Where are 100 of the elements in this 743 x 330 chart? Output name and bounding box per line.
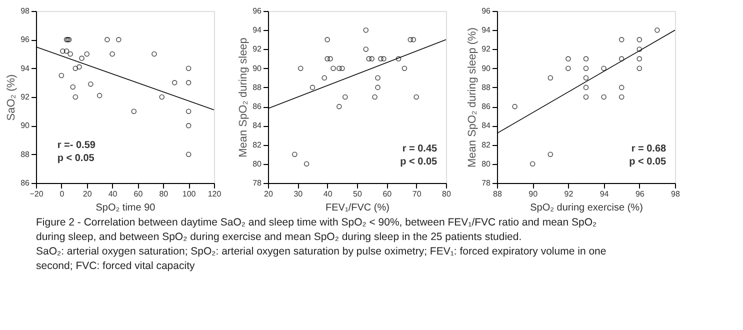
point — [70, 84, 76, 90]
y-tick-label: 88 — [482, 82, 492, 92]
point — [88, 81, 94, 87]
point — [618, 94, 624, 100]
y-tick-label: 86 — [20, 178, 30, 188]
point — [512, 104, 518, 110]
x-tick-label: 50 — [353, 190, 362, 198]
point — [96, 92, 102, 98]
x-axis-title: SpO₂ during exercise (%) — [530, 202, 643, 214]
point — [131, 108, 137, 114]
point — [186, 152, 192, 157]
x-tick-label: 90 — [528, 190, 538, 198]
y-tick-label: 90 — [482, 64, 492, 73]
point — [636, 46, 642, 52]
annotation: r = 0.45 — [402, 144, 438, 155]
point — [84, 51, 90, 57]
point — [636, 37, 642, 42]
y-tick-label: 84 — [482, 121, 492, 130]
point — [328, 56, 333, 62]
point — [618, 56, 624, 62]
point — [396, 56, 402, 62]
point — [342, 94, 348, 100]
point — [408, 37, 414, 42]
point — [654, 27, 660, 33]
y-tick-label: 88 — [20, 150, 30, 159]
point — [340, 66, 345, 71]
point — [72, 66, 78, 71]
point — [618, 37, 624, 42]
point — [410, 37, 416, 42]
point — [186, 123, 192, 128]
annotation: r =- 0.59 — [57, 140, 96, 152]
text: during sleep, and between SpO₂ during exercise and mean SpO₂ during sleep in the 25 patients studied. — [36, 230, 522, 243]
y-tick-label: 86 — [482, 102, 492, 112]
y-axis-title: SaO₂ (%) — [6, 74, 18, 121]
x-axis-title: FEV₁/FVC (%) — [326, 202, 390, 214]
point — [324, 56, 330, 62]
y-tick-label: 98 — [20, 6, 30, 16]
point — [76, 64, 82, 70]
x-tick-label: 60 — [134, 190, 144, 198]
point — [372, 94, 378, 100]
point — [402, 66, 408, 71]
point — [363, 27, 369, 33]
point — [414, 94, 419, 100]
point — [336, 104, 342, 110]
y-tick-label: 92 — [252, 44, 262, 54]
point — [566, 56, 571, 62]
x-tick-label: 20 — [264, 190, 274, 198]
annotation: p < 0.05 — [629, 156, 667, 168]
point — [304, 161, 310, 167]
point — [60, 48, 66, 54]
point — [636, 66, 642, 71]
point — [104, 37, 110, 42]
x-tick-label: 88 — [493, 190, 502, 198]
y-tick-label: 78 — [482, 178, 492, 188]
text: second; FVC: forced vital capacity — [36, 260, 196, 272]
point — [375, 75, 380, 81]
y-tick-label: 96 — [20, 35, 30, 44]
point — [72, 94, 78, 100]
point — [366, 56, 372, 62]
y-tick-label: 84 — [252, 121, 262, 130]
x-axis-title: SpO₂ time 90 — [96, 202, 156, 214]
point — [79, 56, 84, 61]
y-tick-label: 82 — [482, 140, 492, 150]
point — [601, 94, 606, 100]
caption: Figure 2 - Correlation between daytime SaO₂ and sleep time with SpO₂ < 90%, between FEV₁/FVC ratio and mean SpO₂ — [36, 216, 597, 228]
x-tick-label: 20 — [82, 190, 92, 198]
y-tick-label: 80 — [252, 159, 262, 168]
point — [548, 75, 554, 81]
point — [58, 72, 64, 78]
point — [172, 80, 178, 86]
x-tick-label: −20 — [30, 190, 44, 198]
point — [583, 94, 589, 100]
y-tick-label: 82 — [252, 140, 262, 150]
annotation: p < 0.05 — [57, 153, 95, 164]
y-tick-label: 94 — [482, 26, 492, 35]
x-tick-label: 0 — [60, 190, 65, 198]
y-tick-label: 92 — [482, 44, 492, 54]
point — [68, 51, 73, 57]
y-tick-label: 94 — [20, 64, 30, 73]
point — [583, 56, 589, 62]
annotation: r = 0.68 — [631, 144, 667, 155]
point — [152, 51, 157, 57]
annotation: p < 0.05 — [400, 156, 438, 168]
x-tick-label: 100 — [182, 190, 196, 198]
point — [601, 66, 606, 71]
point — [186, 66, 192, 71]
point — [566, 66, 571, 71]
x-tick-label: 92 — [564, 190, 574, 198]
x-tick-label: 60 — [382, 190, 392, 198]
point — [298, 66, 304, 71]
y-tick-label: 92 — [20, 92, 30, 102]
y-tick-label: 90 — [252, 64, 262, 73]
x-tick-label: 120 — [208, 190, 222, 198]
point — [636, 56, 642, 62]
x-tick-label: 80 — [442, 190, 452, 198]
point — [369, 56, 374, 62]
point — [375, 84, 380, 90]
point — [530, 161, 536, 167]
x-tick-label: 40 — [108, 190, 118, 198]
text: SaO₂: arterial oxygen saturation; SpO₂: arterial oxygen saturation by pulse oximetry; FEV₁: forced expiratory volume in one — [36, 245, 606, 258]
